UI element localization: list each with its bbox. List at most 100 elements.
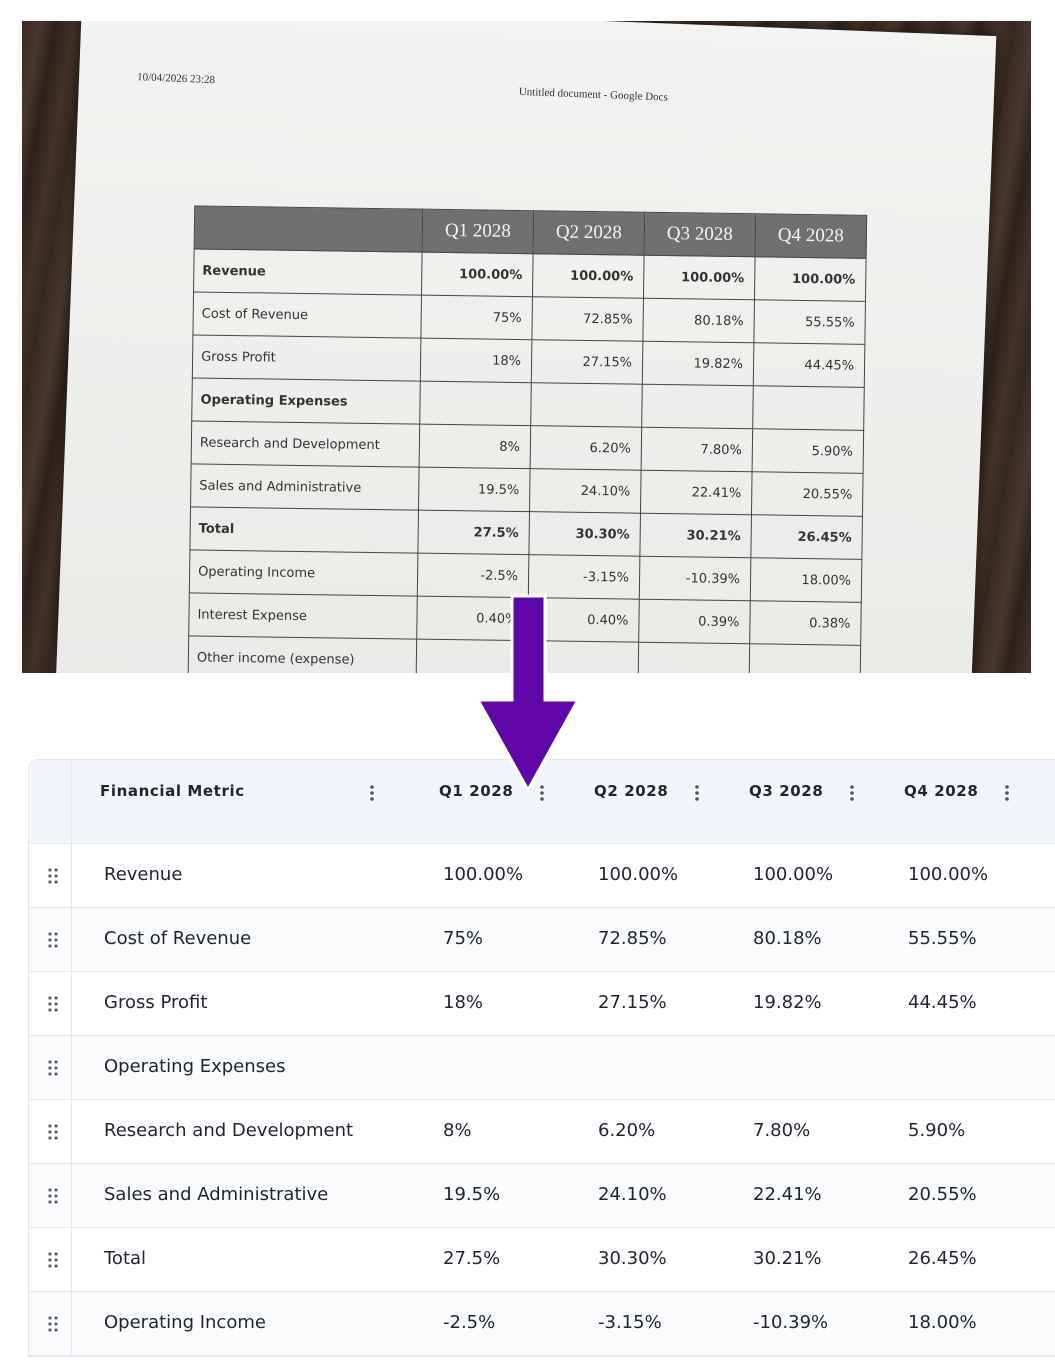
paper-photo: 10/04/2026 23:28 Untitled document - Goo… xyxy=(22,21,1031,673)
row-label: Operating Expenses xyxy=(104,1056,286,1077)
handle-column xyxy=(29,1036,72,1099)
printed-cell xyxy=(749,643,861,673)
handle-column xyxy=(29,1228,72,1291)
printed-cell: 18% xyxy=(420,338,532,383)
row-label: Sales and Administrative xyxy=(104,1184,329,1205)
column-menu[interactable] xyxy=(1004,784,1010,806)
printed-cell: 22.41% xyxy=(640,470,753,515)
column-header: Q3 2028 xyxy=(749,782,824,800)
grid-cell: 18% xyxy=(443,992,484,1013)
grid-cell: 80.18% xyxy=(753,928,822,949)
printed-label: Operating Income xyxy=(189,549,418,597)
grid-row: Sales and Administrative 19.5% 24.10% 22.41… xyxy=(29,1164,1055,1228)
printed-cell: 75% xyxy=(420,295,533,340)
grid-row: Gross Profit 18% 27.15% 19.82% 44.45% xyxy=(29,972,1055,1036)
handle-column xyxy=(29,972,72,1035)
handle-column xyxy=(29,1100,72,1163)
printed-label: Revenue xyxy=(193,248,423,296)
grid-cell: 27.5% xyxy=(443,1248,501,1269)
printed-cell: 0.38% xyxy=(749,600,862,646)
grid-cell: 6.20% xyxy=(598,1120,656,1141)
drag-handle[interactable] xyxy=(48,1124,58,1144)
column-menu[interactable] xyxy=(849,784,855,806)
grid-cell: 5.90% xyxy=(908,1120,966,1141)
arrow xyxy=(475,594,581,794)
printed-header-cell: Q3 2028 xyxy=(644,212,756,257)
grid-cell: 19.82% xyxy=(753,992,822,1013)
printed-cell: 30.30% xyxy=(528,511,641,557)
drag-handle[interactable] xyxy=(48,1316,58,1336)
grid-cell: 100.00% xyxy=(753,864,834,885)
grid-cell: 75% xyxy=(443,928,484,949)
column-header: Q4 2028 xyxy=(904,782,979,800)
printed-cell: 27.5% xyxy=(417,510,530,555)
grid-cell: 7.80% xyxy=(753,1120,811,1141)
printed-cell: 44.45% xyxy=(753,342,865,388)
printed-header-cell: Q2 2028 xyxy=(533,210,645,256)
grid-cell: 72.85% xyxy=(598,928,667,949)
printed-label: Interest Expense xyxy=(188,592,418,640)
column-header: Q2 2028 xyxy=(594,782,669,800)
grid-cell: 20.55% xyxy=(908,1184,977,1205)
grid-header: Financial Metric Q1 2028 Q2 2028 Q3 2028 Q4 … xyxy=(29,760,1055,844)
grid-cell: 19.5% xyxy=(443,1184,501,1205)
grid-cell: 8% xyxy=(443,1120,472,1141)
printed-cell xyxy=(641,384,754,429)
printed-cell: 18.00% xyxy=(750,557,862,603)
grid-cell: -3.15% xyxy=(598,1312,662,1333)
handle-column xyxy=(29,844,72,907)
printed-cell: 26.45% xyxy=(750,514,863,560)
printed-label: Other income (expense) xyxy=(188,635,417,673)
printed-cell: 20.55% xyxy=(751,471,864,517)
grid-cell: 27.15% xyxy=(598,992,667,1013)
grid-row: Total 27.5% 30.30% 30.21% 26.45% xyxy=(29,1228,1055,1292)
printed-cell: 100.00% xyxy=(643,255,756,300)
drag-handle[interactable] xyxy=(48,868,58,888)
printed-cell: 100.00% xyxy=(421,252,534,297)
paper: 10/04/2026 23:28 Untitled document - Goo… xyxy=(52,21,997,673)
printed-cell: 100.00% xyxy=(532,253,645,299)
printed-label: Operating Expenses xyxy=(191,377,421,425)
row-label: Revenue xyxy=(104,864,183,885)
handle-column xyxy=(29,760,72,843)
printed-cell: -10.39% xyxy=(639,556,751,601)
printed-cell xyxy=(638,642,750,673)
drag-handle[interactable] xyxy=(48,1252,58,1272)
drag-handle[interactable] xyxy=(48,1060,58,1080)
printed-cell: 5.90% xyxy=(752,428,864,474)
drag-handle[interactable] xyxy=(48,996,58,1016)
handle-column xyxy=(29,908,72,971)
grid-cell: -2.5% xyxy=(443,1312,496,1333)
drag-handle[interactable] xyxy=(48,932,58,952)
row-label: Gross Profit xyxy=(104,992,208,1013)
printed-cell: 72.85% xyxy=(531,296,644,342)
grid-cell: 100.00% xyxy=(598,864,679,885)
printed-cell: 100.00% xyxy=(754,256,867,302)
grid-cell: 100.00% xyxy=(443,864,524,885)
grid-cell: 22.41% xyxy=(753,1184,822,1205)
grid-row: Cost of Revenue 75% 72.85% 80.18% 55.55% xyxy=(29,908,1055,972)
printed-cell: 55.55% xyxy=(753,299,866,345)
printed-label: Research and Development xyxy=(191,420,420,468)
grid-cell: 44.45% xyxy=(908,992,977,1013)
printed-header-cell: Q4 2028 xyxy=(755,213,867,259)
column-menu[interactable] xyxy=(539,784,545,806)
grid-cell: -10.39% xyxy=(753,1312,829,1333)
printed-label: Cost of Revenue xyxy=(192,291,422,339)
print-doc-title: Untitled document - Google Docs xyxy=(518,85,669,104)
drag-handle[interactable] xyxy=(48,1188,58,1208)
printed-cell: 8% xyxy=(419,424,531,469)
grid-row: Revenue 100.00% 100.00% 100.00% 100.00% xyxy=(29,844,1055,908)
print-timestamp: 10/04/2026 23:28 xyxy=(136,71,216,87)
printed-header-cell xyxy=(194,205,423,253)
printed-cell: 19.5% xyxy=(418,467,531,512)
printed-cell: 6.20% xyxy=(530,425,642,471)
printed-label: Sales and Administrative xyxy=(190,463,420,511)
row-label: Operating Income xyxy=(104,1312,266,1333)
handle-column xyxy=(29,1292,72,1355)
column-header: Financial Metric xyxy=(100,782,245,800)
column-menu[interactable] xyxy=(694,784,700,806)
column-menu[interactable] xyxy=(369,784,375,806)
row-label: Cost of Revenue xyxy=(104,928,252,949)
